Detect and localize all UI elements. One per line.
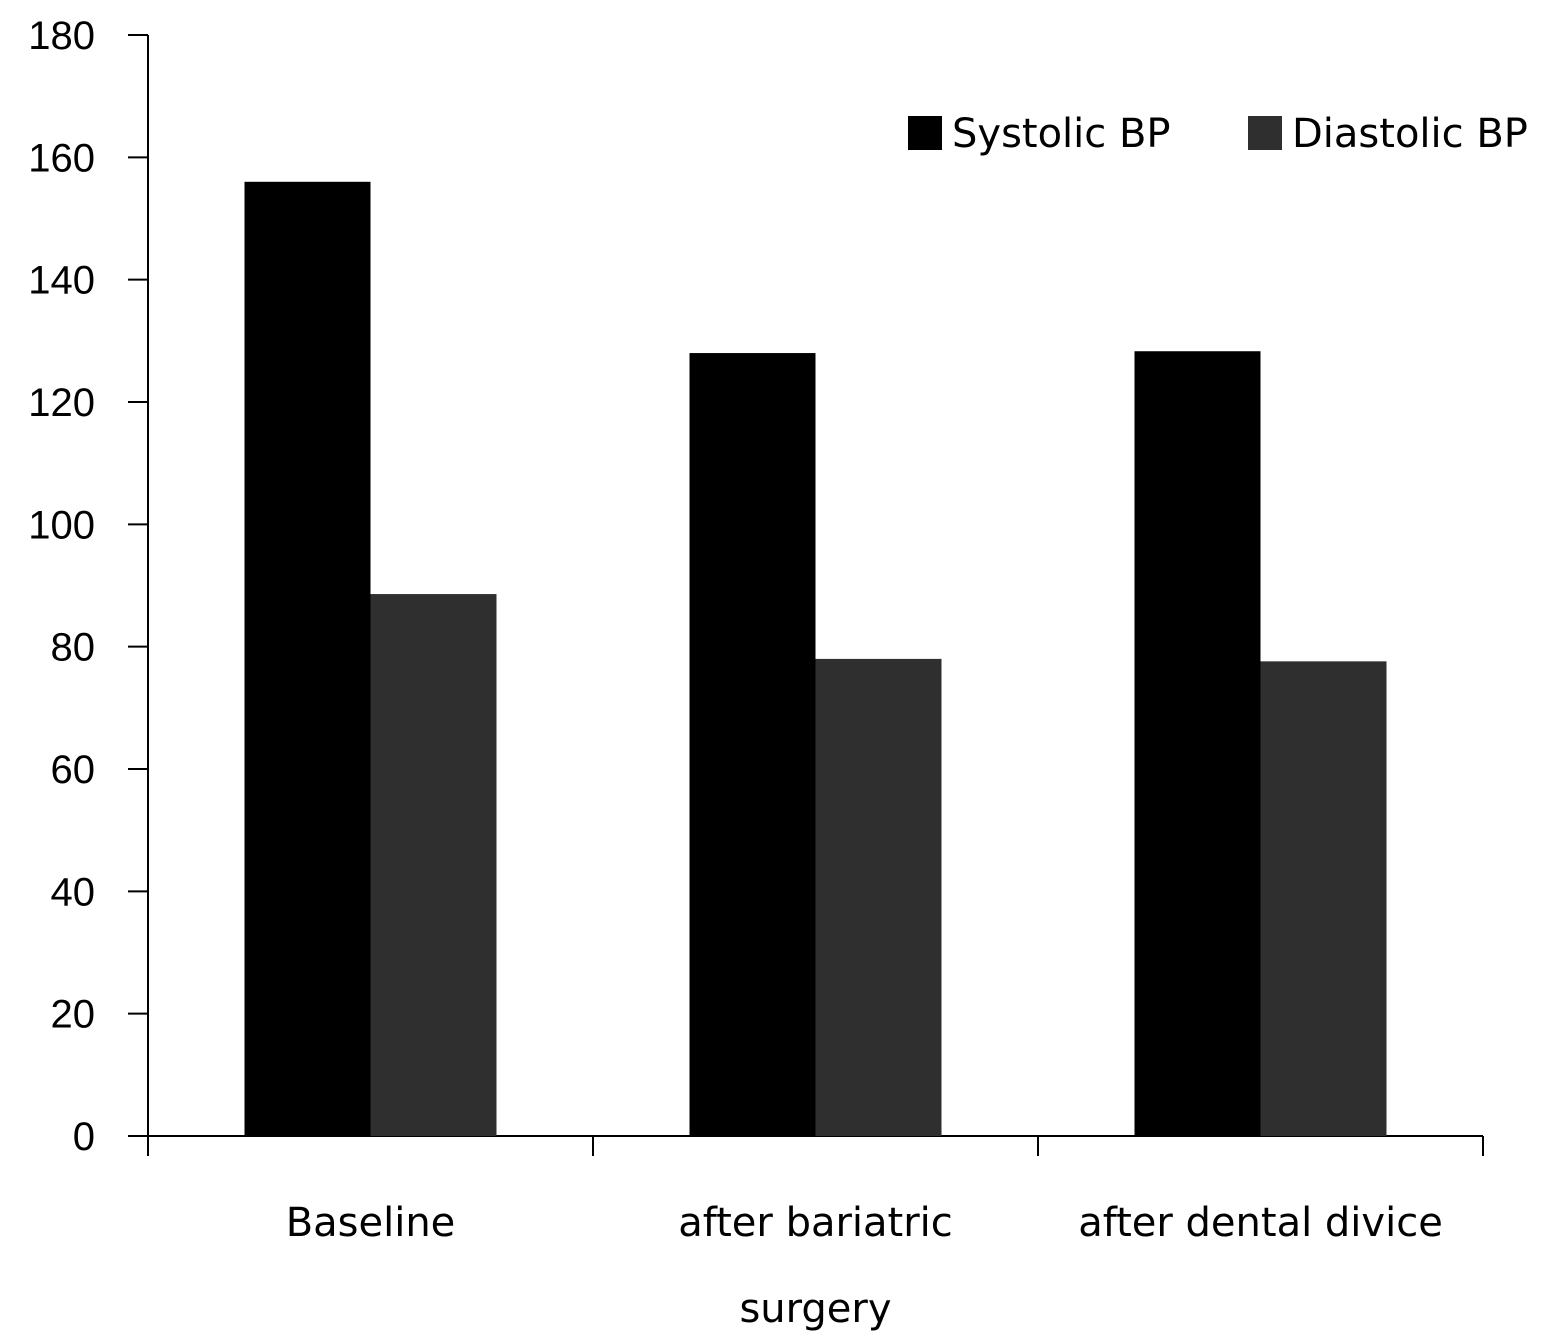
axes: 0 20 40 60 80 100 120 140 160 180 xyxy=(28,14,1484,1159)
y-tick-label: 180 xyxy=(28,14,95,58)
category-label: Baseline xyxy=(286,1200,456,1246)
y-tick-label: 40 xyxy=(51,870,96,914)
category-label: after dental divice xyxy=(1078,1200,1443,1246)
legend-swatch xyxy=(908,116,942,150)
y-tick-label: 60 xyxy=(51,748,96,792)
y-tick-label: 0 xyxy=(73,1115,95,1159)
bars xyxy=(244,181,1387,1137)
bar-diastolic-bp xyxy=(815,658,942,1136)
y-tick-label: 140 xyxy=(28,259,95,303)
y-tick-label: 100 xyxy=(28,503,95,547)
y-tick-label: 80 xyxy=(51,626,96,670)
legend: Systolic BP Diastolic BP xyxy=(908,111,1528,157)
bar-diastolic-bp xyxy=(370,594,497,1136)
bar-systolic-bp xyxy=(1134,351,1261,1136)
y-tick-label: 120 xyxy=(28,381,95,425)
bar-systolic-bp xyxy=(689,353,816,1137)
legend-swatch xyxy=(1248,116,1282,150)
legend-label: Systolic BP xyxy=(952,111,1171,157)
bar-systolic-bp xyxy=(244,181,371,1137)
category-label: surgery xyxy=(739,1286,891,1332)
y-tick-label: 160 xyxy=(28,136,95,180)
bar-diastolic-bp xyxy=(1260,661,1387,1136)
y-tick-label: 20 xyxy=(51,993,96,1037)
x-axis-labels: Baseline after bariatric surgery after dent… xyxy=(286,1200,1443,1332)
category-label: after bariatric xyxy=(678,1200,953,1246)
legend-label: Diastolic BP xyxy=(1292,111,1528,157)
